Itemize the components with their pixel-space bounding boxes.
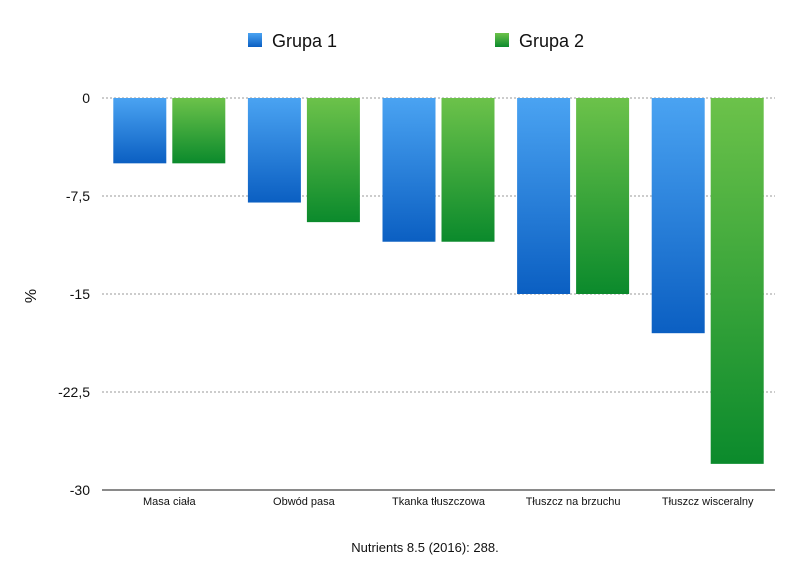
bar-1-3 [382,98,436,242]
y-tick-label: -30 [70,482,90,498]
bar-2-4 [576,98,630,294]
y-axis-label: % [23,289,40,303]
legend-label-2: Grupa 2 [519,31,584,51]
bar-1-4 [517,98,571,294]
bar-2-1 [172,98,226,164]
y-tick-label: 0 [82,90,90,106]
x-category-label: Masa ciała [143,496,196,508]
x-category-label: Tłuszcz wisceralny [662,496,754,508]
bars [113,98,764,464]
y-tick-labels: 0 -7,5 -15 -22,5 -30 [58,90,90,498]
legend-label-1: Grupa 1 [272,31,337,51]
x-category-labels: Masa ciała Obwód pasa Tkanka tłuszczowa Tłu… [143,496,754,508]
bar-1-5 [651,98,705,334]
y-tick-label: -22,5 [58,384,90,400]
x-category-label: Tkanka tłuszczowa [392,496,486,508]
source-citation: Nutrients 8.5 (2016): 288. [351,540,498,555]
bar-2-3 [441,98,495,242]
legend: Grupa 1 Grupa 2 [248,31,584,51]
bar-2-2 [306,98,360,223]
y-tick-label: -7,5 [66,188,90,204]
bar-1-1 [113,98,167,164]
x-category-label: Obwód pasa [273,496,336,508]
legend-swatch-2 [495,33,509,47]
x-category-label: Tłuszcz na brzuchu [526,496,621,508]
y-tick-label: -15 [70,286,90,302]
bar-1-2 [247,98,301,203]
bar-2-5 [710,98,764,464]
legend-swatch-1 [248,33,262,47]
